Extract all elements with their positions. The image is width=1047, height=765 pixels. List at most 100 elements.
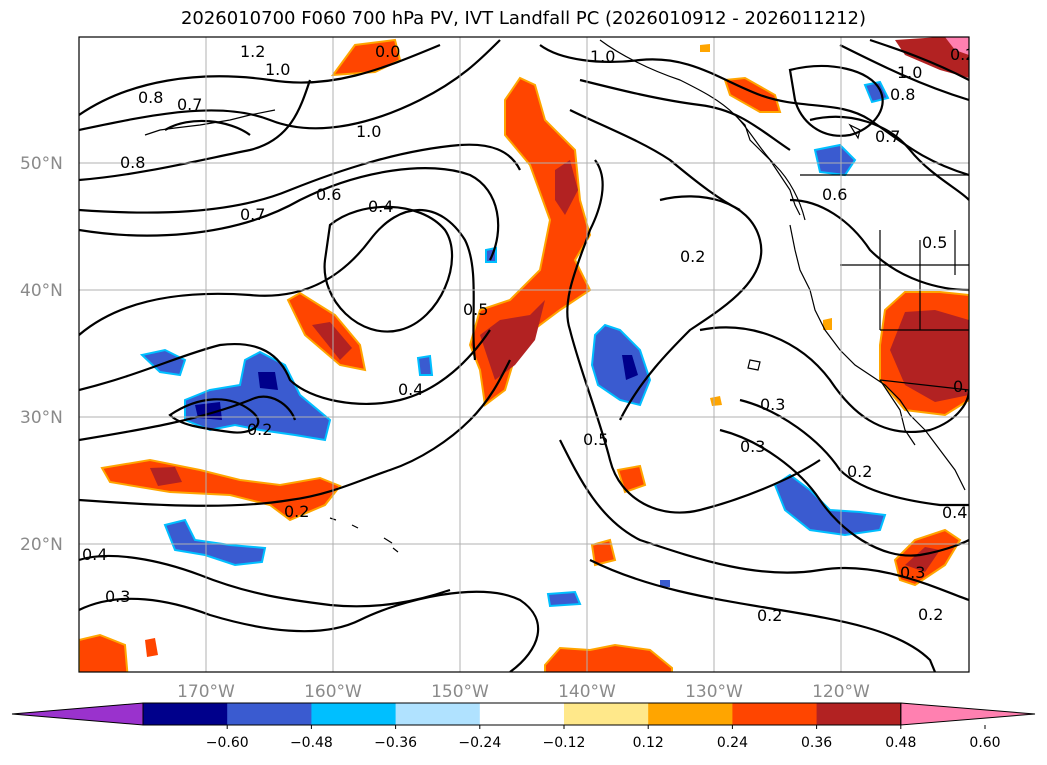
ivt-patch xyxy=(590,538,617,567)
contour-label: 0.2 xyxy=(950,45,975,64)
lat-label: 20°N xyxy=(20,535,63,555)
pv-contour xyxy=(79,143,521,214)
ivt-patch xyxy=(660,580,670,587)
contour-label: 1.0 xyxy=(265,60,290,79)
pv-contour xyxy=(79,167,500,261)
ivt-patch xyxy=(416,354,434,376)
ivt-patch xyxy=(546,590,582,608)
pv-contour xyxy=(559,439,969,602)
ivt-patch xyxy=(555,160,578,215)
contour-label: 1.2 xyxy=(240,42,265,61)
ivt-patch xyxy=(544,643,673,672)
contour-label: 0.2 xyxy=(680,247,705,266)
colorbar-segment xyxy=(479,703,565,725)
colorbar-tick-label: −0.60 xyxy=(206,735,249,751)
pv-contour xyxy=(788,64,884,137)
lat-label: 40°N xyxy=(20,281,63,301)
contour-label: 0.8 xyxy=(138,88,163,107)
contour-label: 0.2 xyxy=(847,462,872,481)
colorbar-tick-label: 0.24 xyxy=(717,735,748,751)
pv-contour xyxy=(79,329,491,406)
pv-contour xyxy=(619,195,763,421)
contour-label: 0.5 xyxy=(953,377,978,396)
pv-contour xyxy=(739,398,969,507)
colorbar-segment xyxy=(648,703,733,725)
contour-label: 0.2 xyxy=(757,606,782,625)
contour-label: 0.3 xyxy=(105,587,130,606)
graticule xyxy=(79,37,969,672)
ivt-patch xyxy=(710,396,722,406)
colorbar-tick-label: 0.12 xyxy=(633,735,664,751)
pv-contour xyxy=(699,326,969,433)
contour-label: 0.6 xyxy=(822,185,847,204)
pv-contour xyxy=(79,590,540,672)
island xyxy=(848,123,861,140)
ivt-patch xyxy=(150,467,182,486)
colorbar-tick-label: −0.12 xyxy=(543,735,586,751)
map-title: 2026010700 F060 700 hPa PV, IVT Landfall… xyxy=(180,8,867,29)
colorbar-tick-label: −0.48 xyxy=(290,735,333,751)
contour-label: 0.7 xyxy=(240,205,265,224)
longitude-labels: 170°W 160°W 150°W 140°W 130°W 120°W xyxy=(177,682,870,702)
colorbar-segment xyxy=(227,703,312,725)
contour-label: 0.4 xyxy=(942,503,967,522)
colorbar-extension-high xyxy=(900,702,1036,726)
pv-contour xyxy=(539,44,969,177)
contour-labels: 1.2 1.0 0.0 1.0 0.8 0.7 1.0 0.8 0.7 0.6 … xyxy=(82,42,978,625)
lon-label: 140°W xyxy=(558,682,616,702)
contour-label: 1.0 xyxy=(897,63,922,82)
pv-contour xyxy=(569,109,741,211)
colorbar-tick-label: −0.24 xyxy=(458,735,501,751)
ivt-patch xyxy=(773,473,887,537)
contour-label: 0.3 xyxy=(740,437,765,456)
coastline-british-columbia xyxy=(734,114,801,216)
contour-label: 1.0 xyxy=(356,122,381,141)
pv-contour xyxy=(323,205,454,333)
contour-label: 0.4 xyxy=(82,545,107,564)
ivt-patch xyxy=(813,143,857,177)
colorbar-tick-label: −0.36 xyxy=(374,735,417,751)
contour-label: 0.2 xyxy=(247,420,272,439)
ivt-patch xyxy=(895,37,969,78)
contour-label: 0.2 xyxy=(284,502,309,521)
colorbar-tick-label: 0.36 xyxy=(801,735,832,751)
map-frame xyxy=(78,36,970,673)
colorbar-segment xyxy=(816,703,902,725)
island-aleutians xyxy=(144,109,276,136)
coastline-us-west xyxy=(789,224,966,491)
latitude-labels: 50°N 40°N 30°N 20°N xyxy=(20,154,63,555)
contour-label: 0.3 xyxy=(900,563,925,582)
coastlines xyxy=(144,39,969,553)
colorbar: −0.60 −0.48 −0.36 −0.24 −0.12 0.12 0.24 0.36 0.4… xyxy=(11,702,1036,751)
border-us-mexico xyxy=(879,379,969,391)
pv-contour xyxy=(579,78,791,151)
pv-contour xyxy=(809,115,969,201)
pv-contour xyxy=(79,79,312,182)
ivt-patch xyxy=(622,355,638,380)
ivt-patch xyxy=(890,310,969,402)
ivt-patch xyxy=(145,638,158,657)
pv-contour xyxy=(164,119,251,136)
contour-label: 0.5 xyxy=(922,233,947,252)
pv-contour xyxy=(79,395,297,442)
ivt-patch xyxy=(163,518,267,567)
ivt-patch xyxy=(700,44,710,52)
pv-contour xyxy=(869,38,969,81)
coastline-alaska xyxy=(599,39,806,221)
colorbar-extension-low xyxy=(11,702,144,726)
ivt-patch xyxy=(258,372,278,390)
ivt-patch xyxy=(480,300,545,380)
contour-label: 0.8 xyxy=(890,85,915,104)
contour-label: 0.3 xyxy=(760,395,785,414)
pv-contour xyxy=(79,359,511,507)
contour-label: 0.7 xyxy=(875,127,900,146)
contour-label: 0.4 xyxy=(398,380,423,399)
contour-label: 0.7 xyxy=(177,95,202,114)
contour-label: 0.5 xyxy=(463,300,488,319)
colorbar-outline xyxy=(142,702,902,726)
lon-label: 160°W xyxy=(304,682,362,702)
pv-contour xyxy=(589,559,937,672)
lon-label: 170°W xyxy=(177,682,235,702)
lat-label: 50°N xyxy=(20,154,63,174)
